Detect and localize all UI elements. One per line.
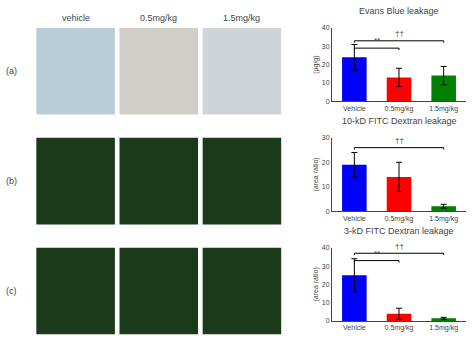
svg-text:††: †† — [395, 242, 404, 251]
svg-text:(c): (c) — [6, 286, 17, 296]
svg-text:10: 10 — [322, 183, 330, 190]
svg-text:1.5mg/kg: 1.5mg/kg — [429, 215, 458, 223]
svg-text:20: 20 — [322, 61, 330, 68]
svg-text:10-kD FITC Dextran leakage: 10-kD FITC Dextran leakage — [342, 116, 457, 126]
svg-text:Vehicle: Vehicle — [343, 324, 366, 331]
svg-text:1.5mg/kg: 1.5mg/kg — [429, 105, 458, 113]
svg-text:(area ratio): (area ratio) — [312, 157, 320, 191]
svg-text:Vehicle: Vehicle — [343, 105, 366, 112]
svg-text:(µg/g): (µg/g) — [312, 55, 320, 73]
svg-text:10: 10 — [322, 79, 330, 86]
svg-text:0: 0 — [326, 98, 330, 105]
svg-text:Evans Blue leakage: Evans Blue leakage — [359, 6, 439, 16]
svg-text:vehicle: vehicle — [62, 13, 90, 23]
svg-text:20: 20 — [322, 281, 330, 288]
svg-text:(a): (a) — [6, 66, 17, 76]
svg-text:0.5mg/kg: 0.5mg/kg — [385, 324, 414, 332]
svg-text:20: 20 — [322, 159, 330, 166]
svg-text:1.5mg/kg: 1.5mg/kg — [223, 13, 260, 23]
svg-text:40: 40 — [322, 244, 330, 251]
svg-text:**: ** — [374, 249, 380, 258]
svg-text:††: †† — [395, 136, 404, 145]
svg-text:3-kD FITC Dextran leakage: 3-kD FITC Dextran leakage — [344, 226, 454, 236]
svg-text:0.5mg/kg: 0.5mg/kg — [385, 105, 414, 113]
svg-text:1.5mg/kg: 1.5mg/kg — [429, 324, 458, 332]
svg-text:0.5mg/kg: 0.5mg/kg — [385, 215, 414, 223]
svg-text:0: 0 — [326, 317, 330, 324]
svg-text:30: 30 — [322, 43, 330, 50]
svg-text:**: ** — [374, 36, 380, 45]
svg-text:10: 10 — [322, 299, 330, 306]
svg-text:(b): (b) — [6, 176, 17, 186]
svg-text:0: 0 — [326, 208, 330, 215]
svg-text:0.5mg/kg: 0.5mg/kg — [140, 13, 177, 23]
svg-text:(area ratio): (area ratio) — [312, 267, 320, 301]
svg-text:30: 30 — [322, 134, 330, 141]
svg-text:††: †† — [395, 29, 404, 38]
svg-text:Vehicle: Vehicle — [343, 215, 366, 222]
svg-text:30: 30 — [322, 263, 330, 270]
svg-text:40: 40 — [322, 24, 330, 31]
